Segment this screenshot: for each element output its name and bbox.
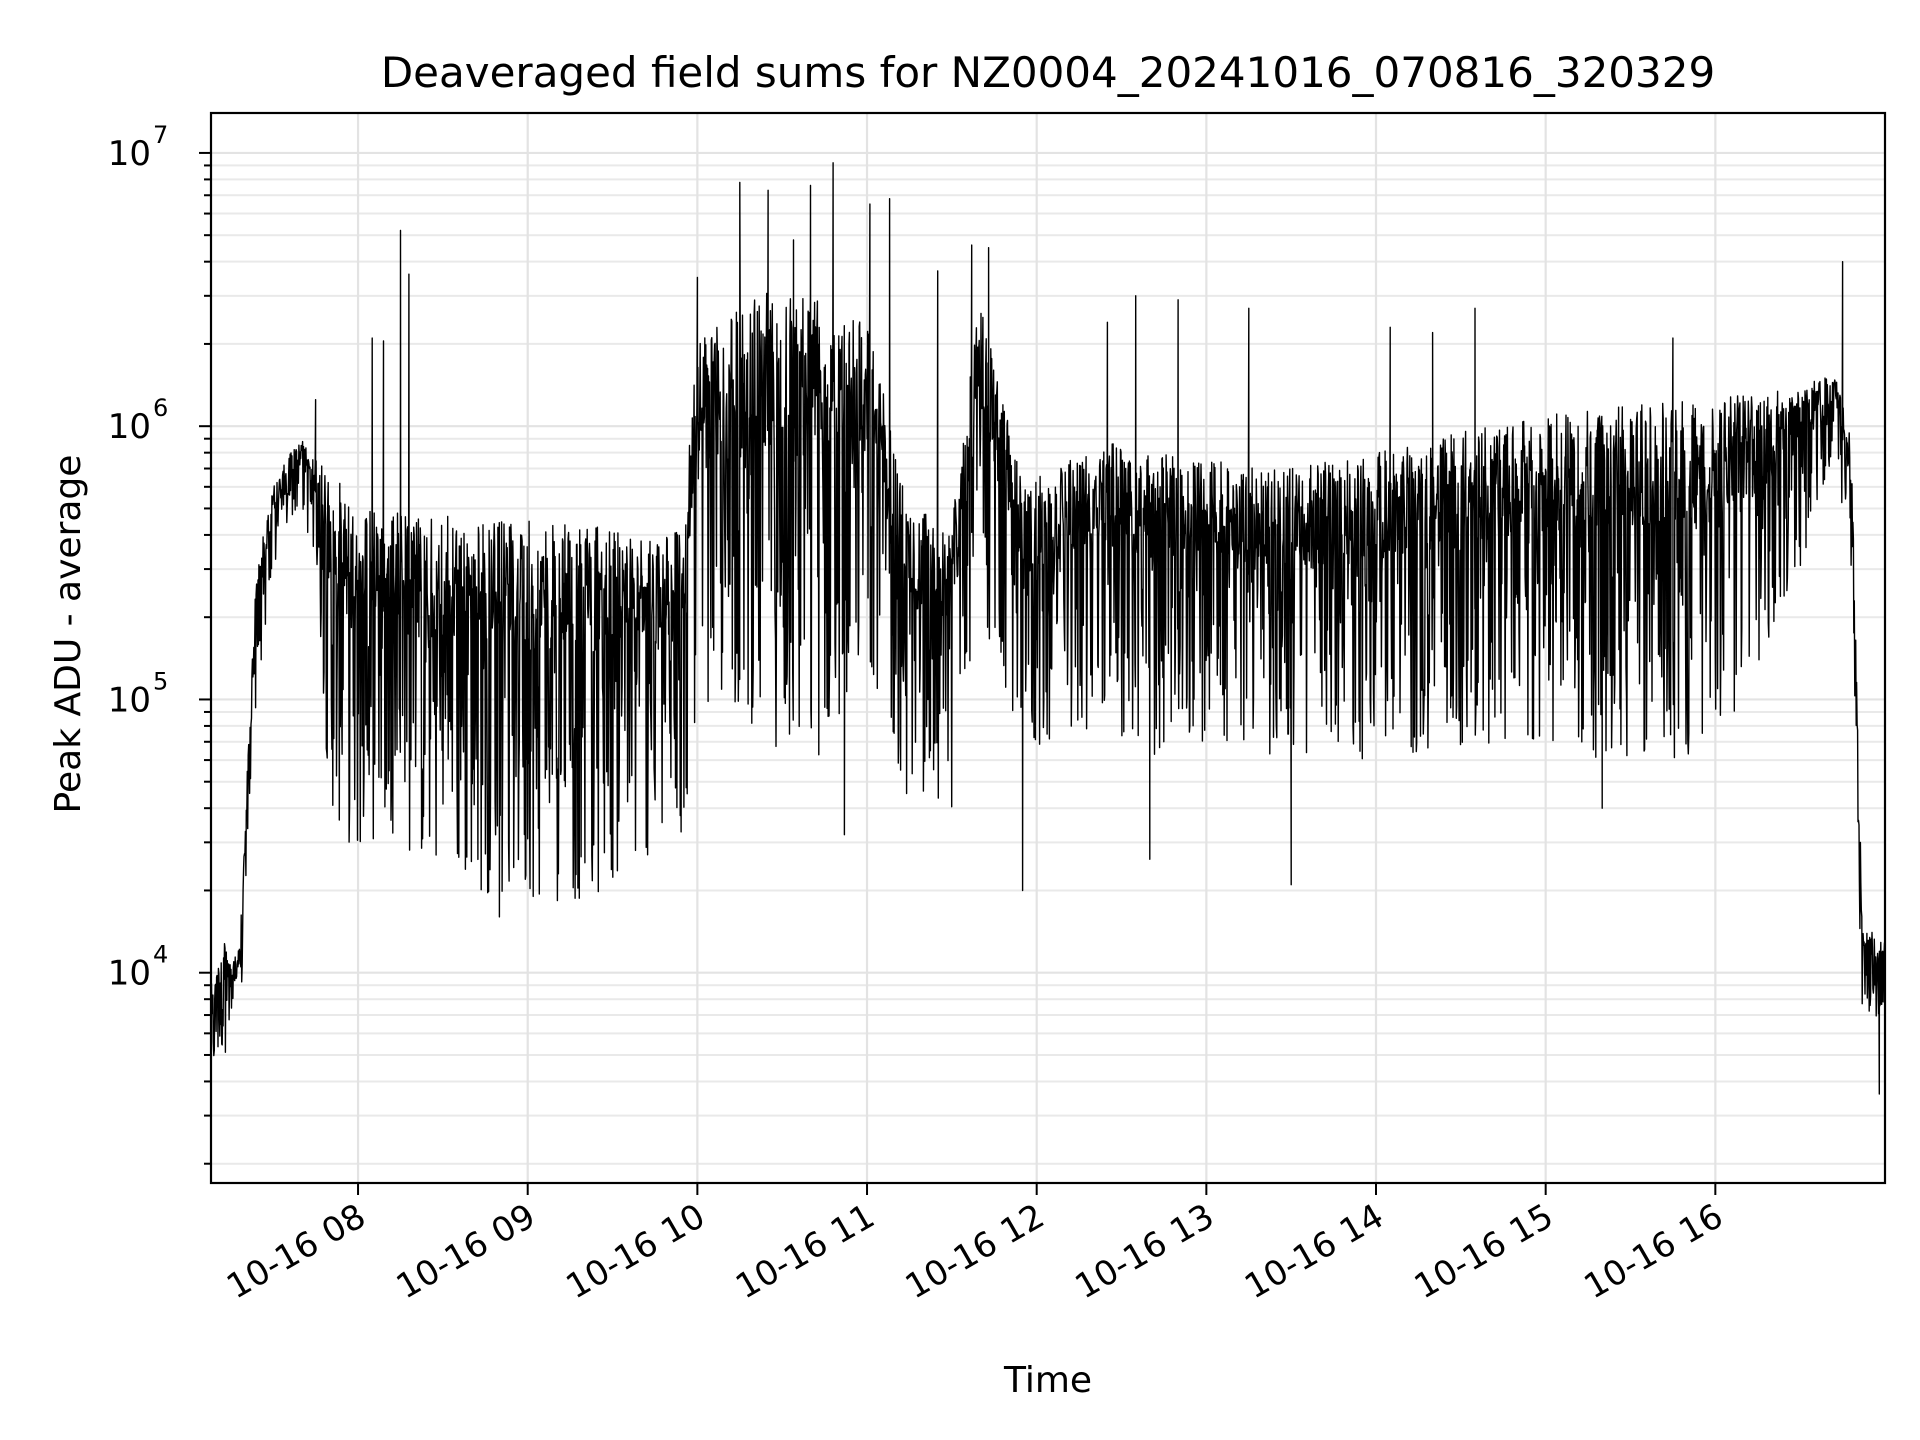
y-tick-base: 10 — [108, 134, 151, 174]
y-tick-label: 10 — [108, 680, 151, 720]
series-line — [210, 162, 1886, 1095]
x-tick-label: 10-16 08 — [220, 1196, 372, 1307]
y-tick-label: 10 — [108, 954, 151, 994]
y-tick-exponent: 4 — [153, 941, 168, 969]
chart-title: Deaveraged field sums for NZ0004_2024101… — [381, 48, 1715, 97]
x-tick-label: 10-16 14 — [1238, 1196, 1390, 1307]
y-axis-label: Peak ADU - average — [48, 455, 89, 814]
y-tick-exponent: 6 — [153, 394, 168, 422]
x-tick-label: 10-16 16 — [1577, 1196, 1729, 1307]
x-tick-label: 10-16 11 — [729, 1196, 881, 1307]
y-tick-base: 10 — [108, 680, 151, 720]
x-tick-label: 10-16 10 — [559, 1196, 711, 1307]
x-tick-label: 10-16 09 — [390, 1196, 542, 1307]
axis-ticks — [199, 151, 1717, 1195]
x-tick-label: 10-16 12 — [899, 1196, 1051, 1307]
y-tick-label: 10 — [108, 134, 151, 174]
x-tick-labels: 10-16 08 10-16 09 10-16 10 10-16 11 10-16 12… — [220, 1196, 1730, 1307]
x-tick-label: 10-16 15 — [1408, 1196, 1560, 1307]
x-axis-label: Time — [1003, 1360, 1092, 1401]
y-tick-label: 10 — [108, 407, 151, 447]
y-tick-base: 10 — [108, 407, 151, 447]
y-tick-exponent: 5 — [153, 667, 168, 695]
x-tick-label: 10-16 13 — [1068, 1196, 1220, 1307]
plot-frame — [209, 111, 1887, 1185]
y-tick-exponent: 7 — [153, 121, 168, 149]
y-tick-base: 10 — [108, 954, 151, 994]
